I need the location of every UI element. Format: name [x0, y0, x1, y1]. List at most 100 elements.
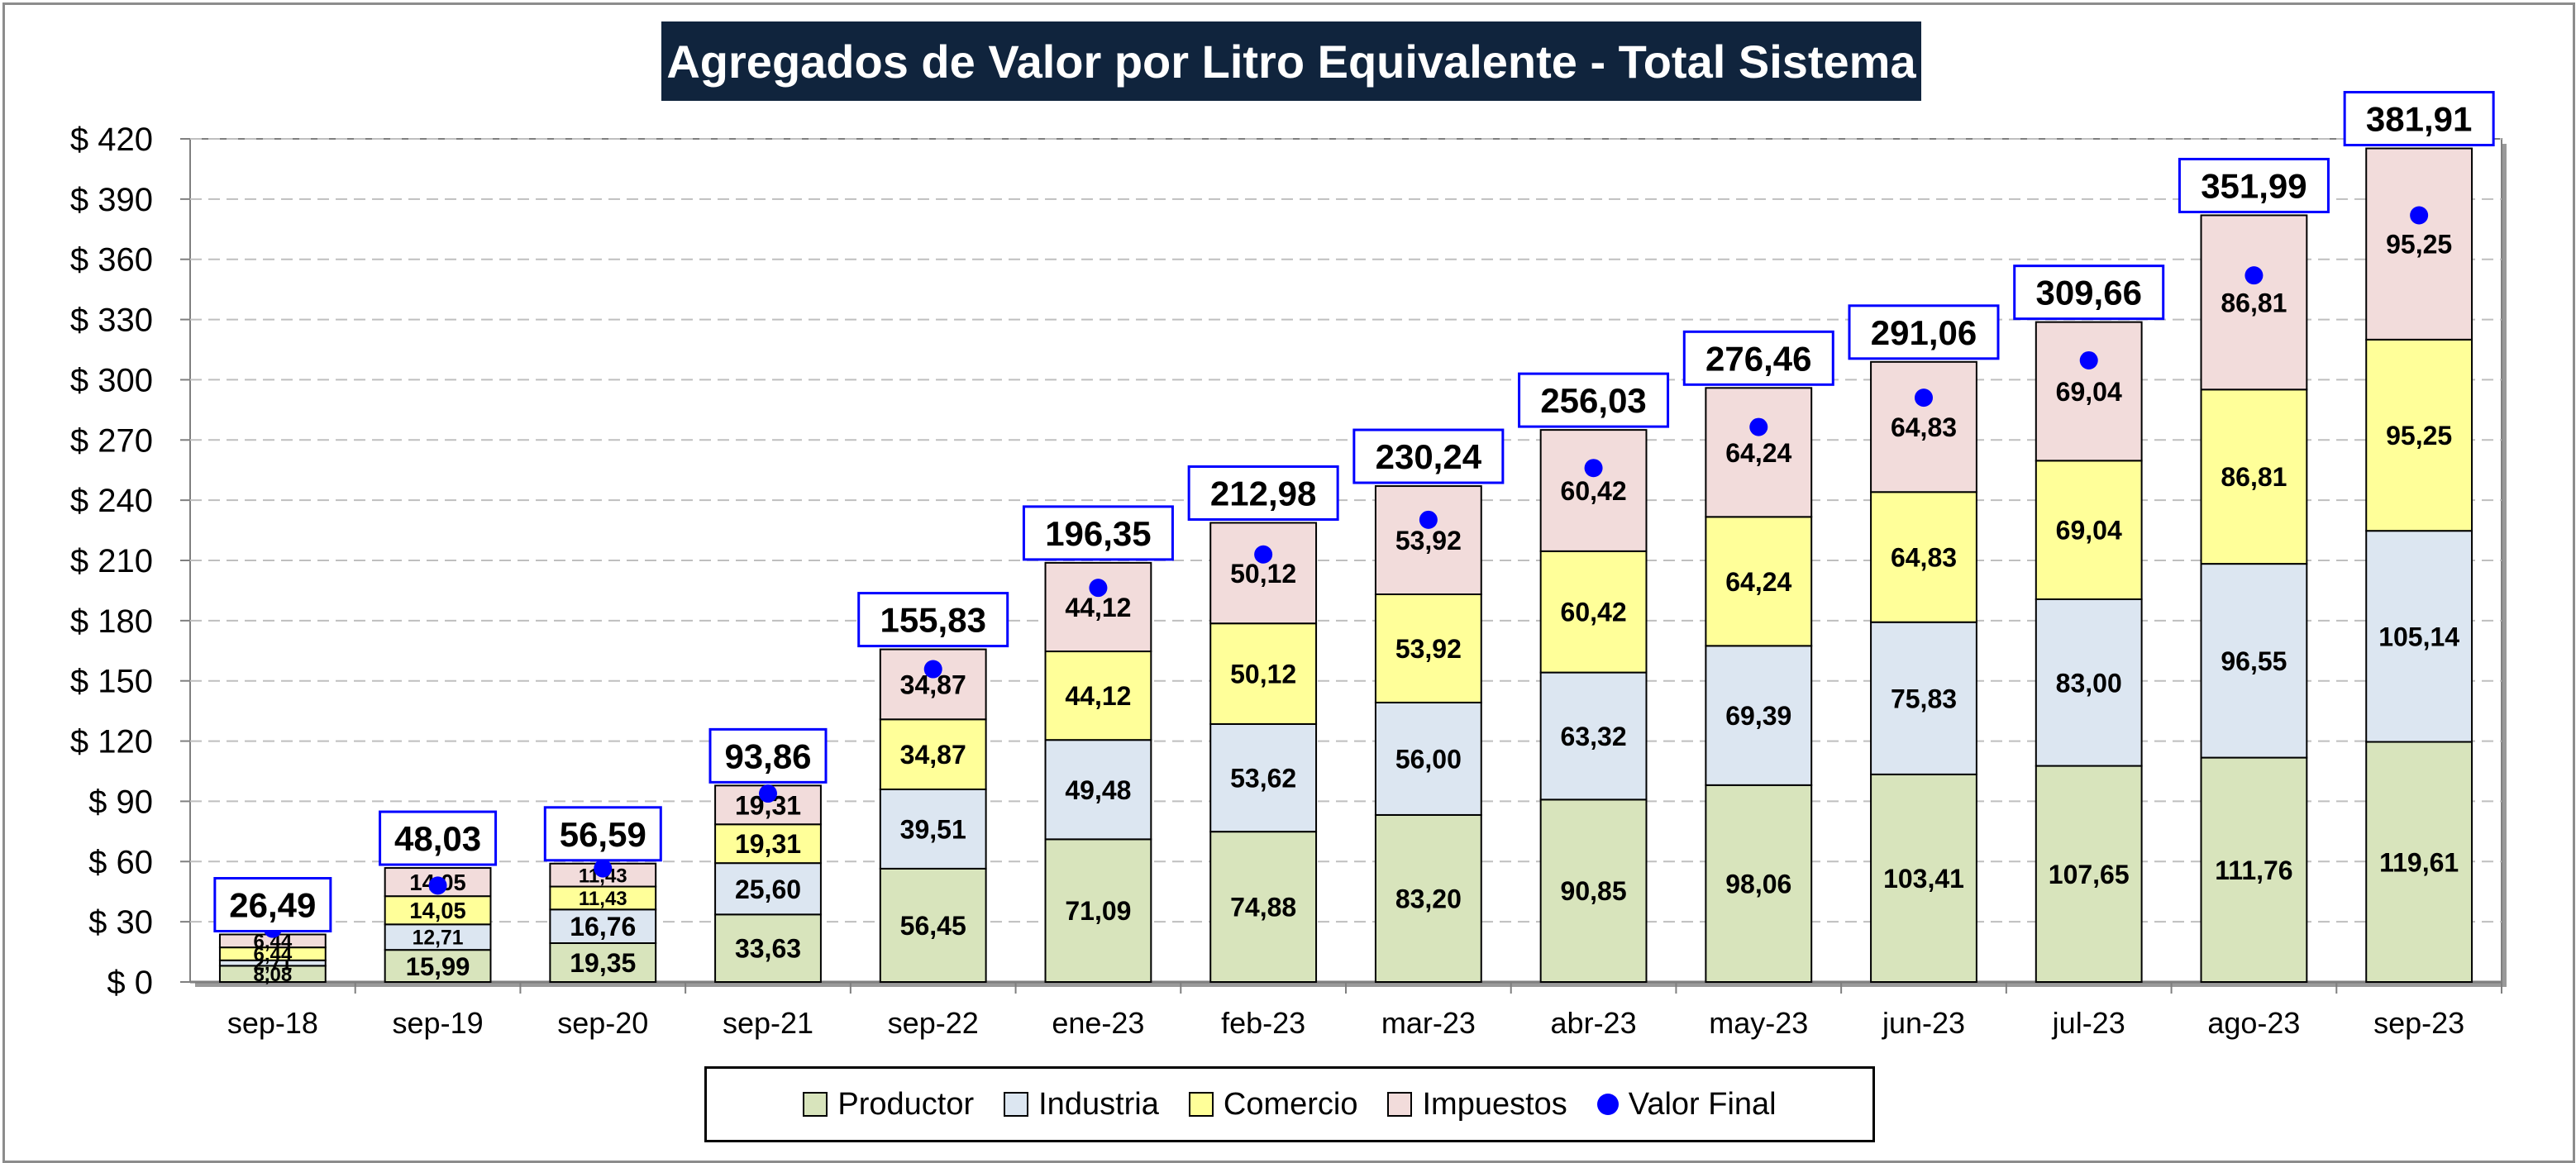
x-tick-label: abr-23: [1551, 1006, 1637, 1040]
x-tick-label: may-23: [1709, 1006, 1808, 1040]
valor-final-label-box: [2013, 265, 2165, 321]
data-label-industria: 39,51: [900, 814, 966, 844]
valor-final-label: 212,98: [1210, 474, 1316, 512]
valor-final-point: [594, 859, 613, 878]
valor-final-label-box: [543, 806, 662, 862]
bar-segment-impuestos: [1870, 360, 1977, 493]
valor-final-point: [1915, 388, 1933, 408]
y-tick-label: $ 210: [70, 543, 153, 579]
data-label-impuestos: 86,81: [2221, 288, 2287, 317]
y-tick-label: $ 90: [88, 784, 153, 820]
bar-segment-productor: [384, 949, 492, 983]
valor-final-label-box: [1352, 428, 1505, 484]
bar-segment-impuestos: [2365, 147, 2473, 341]
x-tick-label: sep-21: [723, 1006, 813, 1040]
data-label-productor: 33,63: [735, 934, 801, 964]
data-label-industria: 49,48: [1065, 775, 1131, 805]
bar-segment-comercio: [1870, 491, 1977, 623]
bar-segment-industria: [1044, 739, 1152, 841]
data-label-industria: 69,39: [1725, 701, 1791, 731]
data-label-productor: 103,41: [1883, 864, 1964, 894]
legend-swatch: [1387, 1092, 1413, 1117]
bar-segment-industria: [2200, 563, 2308, 759]
bar-segment-impuestos: [1374, 485, 1482, 595]
bar-segment-comercio: [2200, 388, 2308, 565]
bar-segment-industria: [2365, 530, 2473, 743]
valor-final-point: [1584, 459, 1603, 478]
valor-final-point: [759, 784, 777, 803]
valor-final-label-box: [379, 810, 498, 866]
data-label-productor: 19,35: [570, 948, 636, 978]
valor-final-point: [1419, 510, 1438, 529]
legend-item-valor-final: Valor Final: [1596, 1087, 1777, 1122]
bar-segment-comercio: [384, 895, 492, 926]
data-label-comercio: 60,42: [1561, 598, 1627, 627]
valor-final-label-box: [1682, 330, 1834, 386]
legend-item-productor: Productor: [803, 1087, 974, 1122]
valor-final-label: 276,46: [1705, 339, 1811, 378]
legend-item-comercio: Comercio: [1188, 1087, 1357, 1122]
data-label-impuestos: 64,83: [1891, 412, 1957, 442]
y-tick-label: $ 240: [70, 483, 153, 519]
data-label-comercio: 50,12: [1230, 660, 1296, 689]
data-label-productor: 119,61: [2379, 847, 2459, 877]
data-label-industria: 12,71: [413, 927, 464, 950]
valor-final-label-box: [1022, 505, 1174, 561]
bar-segment-impuestos: [2035, 321, 2143, 462]
data-label-comercio: 86,81: [2221, 462, 2287, 492]
x-tick-label: sep-22: [888, 1006, 979, 1040]
valor-final-label-box: [1187, 465, 1339, 521]
data-label-impuestos: 69,04: [2056, 377, 2122, 407]
valor-final-label-box: [2343, 91, 2495, 147]
data-label-industria: 63,32: [1561, 722, 1627, 751]
valor-final-point: [2244, 266, 2264, 285]
bar-segment-productor: [2365, 741, 2473, 983]
data-label-impuestos: 64,24: [1725, 438, 1791, 468]
data-label-productor: 56,45: [900, 911, 966, 941]
data-label-industria: 25,60: [735, 875, 801, 904]
valor-final-label: 26,49: [229, 886, 316, 925]
legend-label: Productor: [837, 1086, 975, 1122]
bar-segment-comercio: [1374, 593, 1482, 703]
bar-segment-industria: [1539, 671, 1648, 801]
bar-segment-comercio: [2365, 338, 2473, 532]
bar-segment-industria: [1705, 645, 1813, 786]
valor-final-label: 230,24: [1376, 437, 1482, 476]
data-label-industria: 75,83: [1891, 684, 1957, 713]
data-label-industria: 53,62: [1230, 764, 1296, 794]
y-tick-label: $ 270: [70, 422, 153, 459]
chart-title: Agregados de Valor por Litro Equivalente…: [661, 21, 1921, 101]
data-label-comercio: 11,43: [579, 888, 627, 910]
valor-final-label: 381,91: [2366, 100, 2472, 139]
bar-segment-productor: [714, 913, 822, 984]
bar-segment-industria: [714, 862, 822, 916]
data-label-productor: 15,99: [406, 952, 470, 981]
data-label-productor: 111,76: [2215, 856, 2292, 885]
bar-segment-industria: [549, 908, 657, 945]
bar-segment-comercio: [2035, 460, 2143, 600]
data-label-industria: 56,00: [1395, 744, 1462, 774]
bar-segment-impuestos: [2200, 214, 2308, 391]
y-tick-label: $ 420: [70, 122, 153, 158]
bar-segment-comercio: [1705, 516, 1813, 647]
y-tick-label: $ 30: [88, 904, 153, 941]
data-label-impuestos: 53,92: [1395, 526, 1462, 555]
bar-segment-impuestos: [1044, 561, 1152, 653]
bar-segment-productor: [1705, 784, 1813, 984]
data-label-impuestos: 50,12: [1230, 559, 1296, 589]
data-label-comercio: 53,92: [1395, 634, 1462, 664]
bar-segment-impuestos: [1705, 387, 1813, 518]
bar-segment-industria: [384, 923, 492, 951]
x-tick-label: sep-23: [2373, 1006, 2464, 1040]
y-tick-label: $ 60: [88, 844, 153, 880]
x-tick-label: sep-18: [227, 1006, 318, 1040]
data-label-industria: 83,00: [2056, 668, 2122, 698]
data-label-productor: 98,06: [1725, 869, 1791, 898]
bar-segment-comercio: [1044, 651, 1152, 741]
y-tick-label: $ 150: [70, 664, 153, 700]
valor-final-point: [923, 660, 942, 679]
valor-final-label-box: [857, 592, 1009, 648]
valor-final-label: 256,03: [1540, 381, 1646, 420]
x-tick-label: sep-19: [393, 1006, 484, 1040]
data-label-comercio: 64,24: [1725, 567, 1791, 597]
